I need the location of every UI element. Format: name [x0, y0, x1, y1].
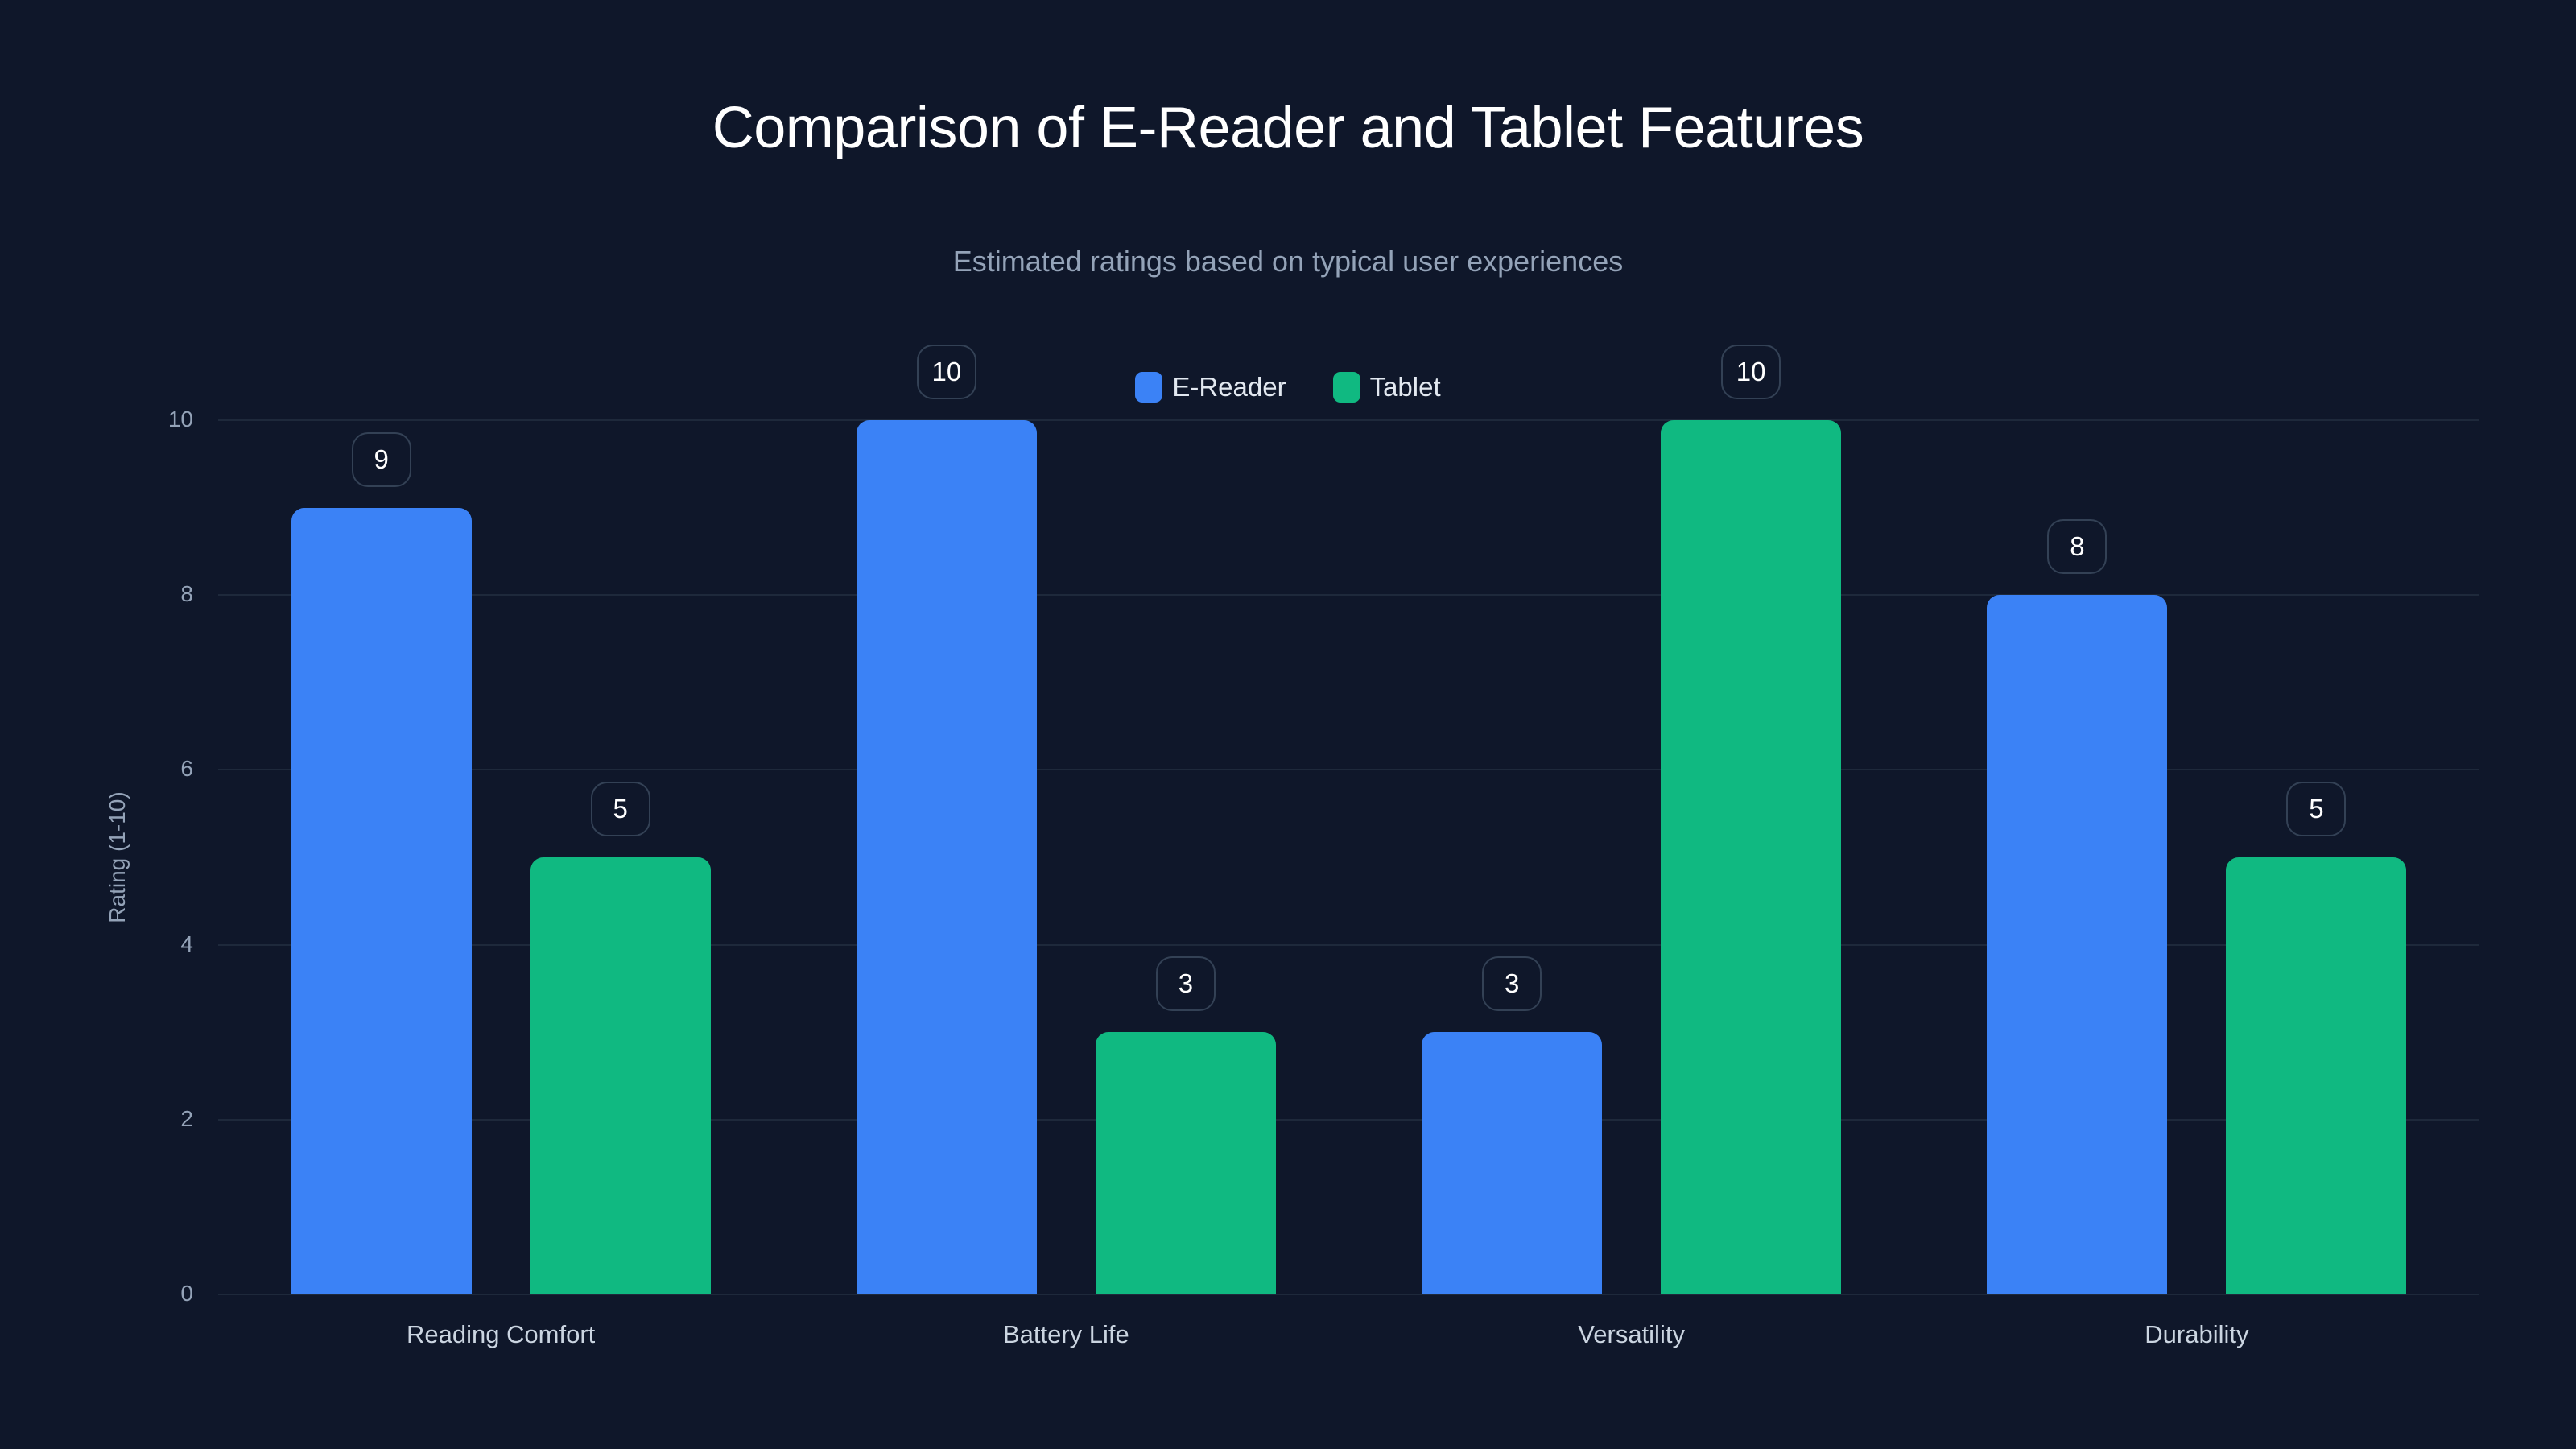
bar-e-reader-durability[interactable] — [1987, 595, 2168, 1294]
x-tick-label: Durability — [2145, 1320, 2249, 1348]
y-tick-label: 0 — [180, 1281, 193, 1306]
bar-tablet-versatility[interactable] — [1661, 420, 1842, 1294]
gridline — [218, 419, 2479, 421]
y-tick-label: 8 — [180, 581, 193, 607]
data-label: 10 — [916, 345, 976, 399]
data-label: 3 — [1155, 956, 1216, 1012]
data-label: 9 — [351, 431, 411, 487]
bar-e-reader-versatility[interactable] — [1422, 1032, 1603, 1294]
data-label: 8 — [2047, 519, 2107, 575]
gridline — [218, 769, 2479, 771]
y-tick-label: 10 — [167, 407, 193, 431]
data-label: 3 — [1482, 956, 1542, 1012]
gridline — [218, 1294, 2479, 1295]
gridline — [218, 943, 2479, 946]
x-tick-label: Versatility — [1578, 1320, 1685, 1348]
bar-e-reader-reading-comfort[interactable] — [291, 507, 472, 1294]
data-label: 5 — [2286, 782, 2347, 836]
gridline — [218, 1118, 2479, 1121]
bar-e-reader-battery-life[interactable] — [856, 420, 1037, 1294]
data-label: 5 — [590, 782, 650, 836]
legend-item-tablet[interactable]: Tablet — [1332, 372, 1441, 402]
legend-swatch-tablet — [1332, 372, 1360, 402]
x-tick-label: Reading Comfort — [406, 1320, 596, 1348]
chart-title: Comparison of E-Reader and Tablet Featur… — [712, 96, 1864, 160]
bar-tablet-battery-life[interactable] — [1095, 1032, 1276, 1294]
legend-item-e-reader[interactable]: E-Reader — [1135, 372, 1286, 402]
plot-area: 9 5 10 3 3 10 8 5 — [218, 345, 2479, 1295]
y-tick-label: 6 — [180, 756, 193, 782]
y-tick-label: 2 — [180, 1105, 193, 1131]
gridline — [218, 594, 2479, 597]
legend-swatch-e-reader — [1135, 372, 1163, 402]
x-tick-label: Battery Life — [1002, 1320, 1129, 1348]
legend-label: Tablet — [1369, 372, 1441, 402]
bar-tablet-reading-comfort[interactable] — [530, 857, 711, 1294]
y-axis-label: Rating (1-10) — [105, 791, 130, 923]
bar-tablet-durability[interactable] — [2226, 857, 2407, 1294]
y-tick-label: 4 — [180, 931, 193, 956]
legend: E-Reader Tablet — [0, 372, 2576, 402]
chart-subtitle: Estimated ratings based on typical user … — [952, 245, 1624, 278]
legend-label: E-Reader — [1172, 372, 1286, 402]
data-label: 10 — [1721, 345, 1781, 399]
